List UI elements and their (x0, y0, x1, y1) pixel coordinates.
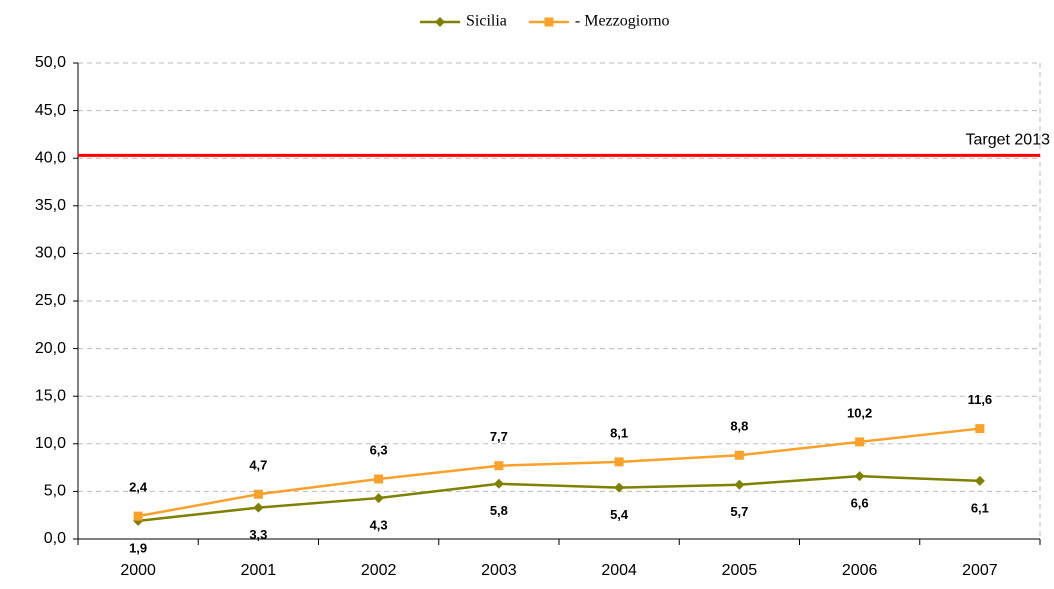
target-label: Target 2013 (965, 132, 1050, 149)
x-tick-label: 2002 (361, 562, 397, 579)
value-label: 5,7 (730, 504, 748, 519)
x-tick-label: 2000 (120, 562, 156, 579)
x-tick-label: 2005 (722, 562, 758, 579)
point (614, 482, 625, 493)
legend-label: - Mezzogiorno (575, 13, 670, 30)
value-label: 3,3 (249, 527, 267, 542)
point (133, 511, 143, 521)
y-tick-label: 35,0 (35, 197, 66, 214)
value-label: 8,8 (730, 419, 748, 434)
point (855, 437, 865, 447)
value-label: 8,1 (610, 425, 628, 440)
value-label: 6,6 (851, 496, 869, 511)
y-tick-label: 15,0 (35, 387, 66, 404)
y-tick-label: 50,0 (35, 54, 66, 71)
x-tick-label: 2004 (601, 562, 637, 579)
x-tick-label: 2006 (842, 562, 878, 579)
value-label: 4,3 (370, 518, 388, 533)
point (374, 474, 384, 484)
value-label: 6,3 (370, 442, 388, 457)
y-tick-label: 30,0 (35, 245, 66, 262)
point (975, 424, 985, 434)
point (854, 471, 865, 482)
point (253, 489, 263, 499)
point (373, 493, 384, 504)
point (734, 479, 745, 490)
point (734, 450, 744, 460)
y-tick-label: 20,0 (35, 340, 66, 357)
point (253, 502, 264, 513)
y-tick-label: 5,0 (44, 483, 66, 500)
point (974, 475, 985, 486)
x-tick-label: 2007 (962, 562, 998, 579)
point (614, 457, 624, 467)
y-tick-label: 25,0 (35, 292, 66, 309)
x-tick-label: 2001 (241, 562, 277, 579)
point (544, 17, 554, 27)
value-label: 11,6 (968, 392, 993, 407)
y-tick-label: 10,0 (35, 435, 66, 452)
value-label: 4,7 (249, 458, 267, 473)
series-line (137, 427, 981, 518)
point (493, 478, 504, 489)
value-label: 5,4 (610, 507, 629, 522)
value-label: 2,4 (129, 480, 148, 495)
value-label: 10,2 (847, 405, 872, 420)
y-tick-label: 40,0 (35, 149, 66, 166)
legend-label: Sicilia (466, 13, 507, 30)
x-tick-label: 2003 (481, 562, 517, 579)
y-tick-label: 0,0 (44, 530, 66, 547)
series-line (137, 474, 980, 523)
value-label: 5,8 (490, 503, 508, 518)
point (435, 17, 445, 27)
value-label: 7,7 (490, 429, 508, 444)
point (494, 461, 504, 471)
value-label: 1,9 (129, 540, 147, 555)
value-label: 6,1 (971, 500, 989, 515)
y-tick-label: 45,0 (35, 102, 66, 119)
